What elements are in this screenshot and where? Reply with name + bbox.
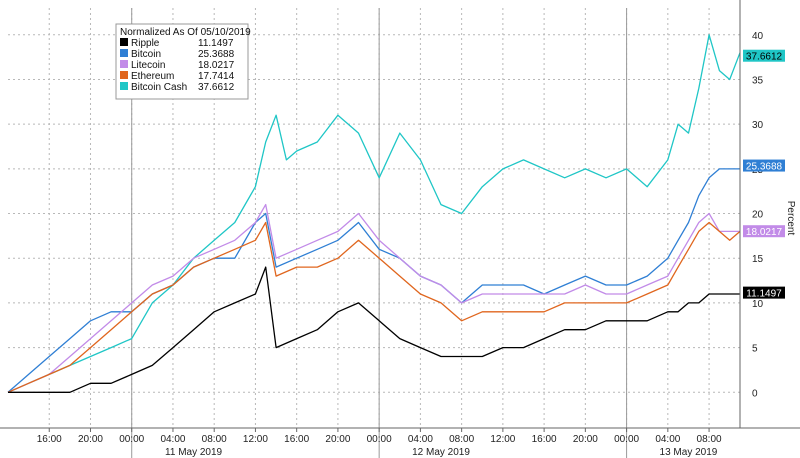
series-line-litecoin — [7, 203, 740, 393]
y-tick-label: 0 — [752, 388, 758, 399]
x-tick-label: 08:00 — [449, 434, 474, 445]
legend-swatch — [120, 60, 128, 68]
legend-entry-name: Ripple — [131, 38, 160, 49]
x-tick-label: 08:00 — [202, 434, 227, 445]
x-date-label: 11 May 2019 — [165, 447, 223, 458]
y-tick-label: 35 — [752, 75, 764, 86]
legend-swatch — [120, 38, 128, 46]
y-axis-title: Percent — [785, 201, 796, 236]
legend-swatch — [120, 71, 128, 79]
legend-swatch — [120, 49, 128, 57]
series-line-bitcoin — [7, 168, 740, 393]
x-tick-label: 16:00 — [37, 434, 62, 445]
legend-entry-value: 37.6612 — [198, 82, 235, 93]
y-tick-label: 30 — [752, 120, 764, 131]
x-tick-label: 04:00 — [408, 434, 433, 445]
last-value-tag-bg — [743, 286, 785, 299]
y-tick-label: 40 — [752, 31, 764, 42]
last-value-tag-bg — [743, 49, 785, 62]
legend-entry-name: Litecoin — [131, 60, 165, 71]
series-line-bitcoin-cash — [7, 34, 741, 393]
x-date-label: 13 May 2019 — [660, 447, 718, 458]
last-value-tag-bg — [743, 159, 785, 172]
y-axis: 0510152025303540Percent — [739, 0, 796, 428]
last-value-tag-bitcoin-cash: 37.6612 — [743, 49, 785, 63]
legend-entry-name: Bitcoin Cash — [131, 82, 187, 93]
legend-swatch — [120, 82, 128, 90]
last-value-tag-bitcoin: 25.3688 — [743, 159, 785, 173]
x-axis: 16:00 20:00 00:00 04:00 08:00 12:00 16:00 20:00… — [0, 427, 800, 458]
last-value-tag-text: 18.0217 — [746, 227, 783, 238]
legend-entry-value: 11.1497 — [198, 38, 234, 49]
last-value-tag-ripple: 11.1497 — [743, 286, 785, 300]
x-tick-label: 00:00 — [367, 434, 392, 445]
x-tick-label: 20:00 — [573, 434, 598, 445]
legend-entry-name: Ethereum — [131, 71, 174, 82]
x-tick-label: 00:00 — [614, 434, 639, 445]
x-tick-label: 20:00 — [325, 434, 350, 445]
x-tick-label: 08:00 — [697, 434, 722, 445]
x-tick-label: 12:00 — [490, 434, 515, 445]
x-date-label: 12 May 2019 — [412, 447, 470, 458]
last-value-tag-text: 11.1497 — [746, 289, 782, 300]
x-tick-label: 00:00 — [119, 434, 144, 445]
y-tick-label: 20 — [752, 210, 764, 221]
x-tick-label: 04:00 — [655, 434, 680, 445]
y-tick-label: 10 — [752, 299, 764, 310]
y-tick-label: 5 — [752, 344, 758, 355]
x-tick-label: 04:00 — [160, 434, 185, 445]
legend-entry-value: 25.3688 — [198, 49, 235, 60]
x-tick-label: 20:00 — [78, 434, 103, 445]
last-value-tag-text: 25.3688 — [746, 162, 783, 173]
last-value-tag-bg — [743, 225, 785, 238]
legend-title: Normalized As Of 05/10/2019 — [120, 27, 251, 38]
last-value-tag-litecoin: 18.0217 — [743, 225, 785, 238]
series-line-ripple — [8, 266, 740, 393]
legend-entry-value: 17.7414 — [198, 71, 235, 82]
series-line-ethereum — [7, 221, 741, 393]
legend-entry-value: 18.0217 — [198, 60, 235, 71]
y-tick-label: 15 — [752, 254, 764, 265]
x-tick-label: 16:00 — [284, 434, 309, 445]
chart-series — [7, 34, 741, 393]
x-tick-label: 12:00 — [243, 434, 268, 445]
last-value-tags: 37.6612 25.3688 18.0217 11.1497 — [743, 49, 785, 300]
legend-entry-name: Bitcoin — [131, 49, 161, 60]
legend-box — [115, 23, 249, 100]
x-tick-label: 16:00 — [532, 434, 557, 445]
last-value-tag-text: 37.6612 — [746, 52, 783, 63]
